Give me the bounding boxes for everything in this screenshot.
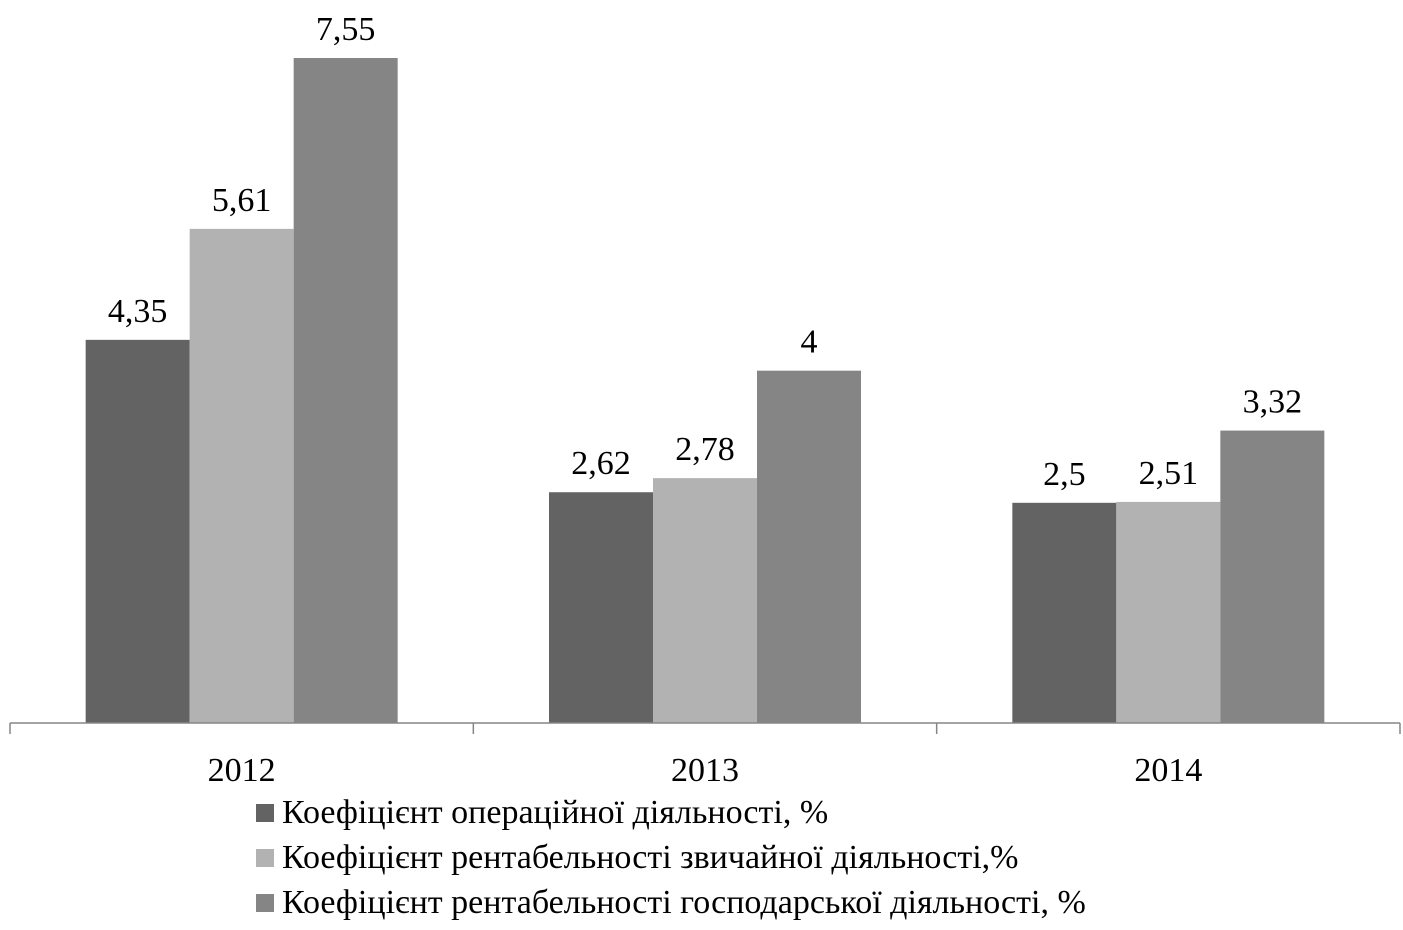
legend-item-ordinary: Коефіцієнт рентабельності звичайної діял…	[256, 835, 1356, 880]
legend-swatch	[256, 848, 274, 867]
x-axis-labels: 2012 2013 2014	[208, 752, 1203, 789]
data-label-2013-series-1: 2,62	[571, 445, 631, 482]
data-label-2014-series-3: 3,32	[1243, 384, 1303, 421]
x-tick-label-2013: 2013	[671, 752, 739, 789]
bar-2014-series-2	[1116, 501, 1221, 723]
data-label-2012-series-3: 7,55	[316, 11, 376, 48]
data-label-2014-series-1: 2,5	[1043, 456, 1086, 493]
bar-2013-series-3	[757, 370, 861, 723]
x-tick-label-2014: 2014	[1134, 752, 1202, 789]
legend-label: Коефіцієнт рентабельності звичайної діял…	[282, 839, 1019, 876]
legend: Коефіцієнт операційної діяльності, % Кое…	[256, 790, 1356, 925]
legend-label: Коефіцієнт операційної діяльності, %	[282, 794, 829, 831]
bar-2013-series-1	[549, 492, 653, 723]
legend-item-economic: Коефіцієнт рентабельності господарської …	[256, 880, 1356, 925]
bar-2014-series-3	[1220, 430, 1325, 723]
data-label-2014-series-2: 2,51	[1139, 455, 1199, 492]
legend-item-operational: Коефіцієнт операційної діяльності, %	[256, 790, 1356, 835]
legend-swatch	[256, 893, 274, 912]
x-axis-ticks	[9, 723, 1401, 734]
bar-2013-series-2	[653, 478, 757, 723]
data-labels-group: 4,35 5,61 7,55 2,62 2,78 4 2,5 2,51 3,32	[108, 11, 1302, 493]
legend-label: Коефіцієнт рентабельності господарської …	[282, 884, 1086, 921]
data-label-2013-series-2: 2,78	[675, 431, 735, 468]
legend-swatch	[256, 803, 274, 822]
data-label-2013-series-3: 4	[801, 324, 818, 361]
bar-2012-series-3	[293, 58, 398, 723]
x-tick-label-2012: 2012	[208, 752, 276, 789]
data-label-2012-series-2: 5,61	[212, 182, 272, 219]
bars-group	[85, 58, 1325, 723]
bar-2012-series-2	[189, 228, 294, 723]
data-label-2012-series-1: 4,35	[108, 293, 168, 330]
bar-2014-series-1	[1012, 502, 1117, 723]
bar-2012-series-1	[85, 339, 190, 723]
